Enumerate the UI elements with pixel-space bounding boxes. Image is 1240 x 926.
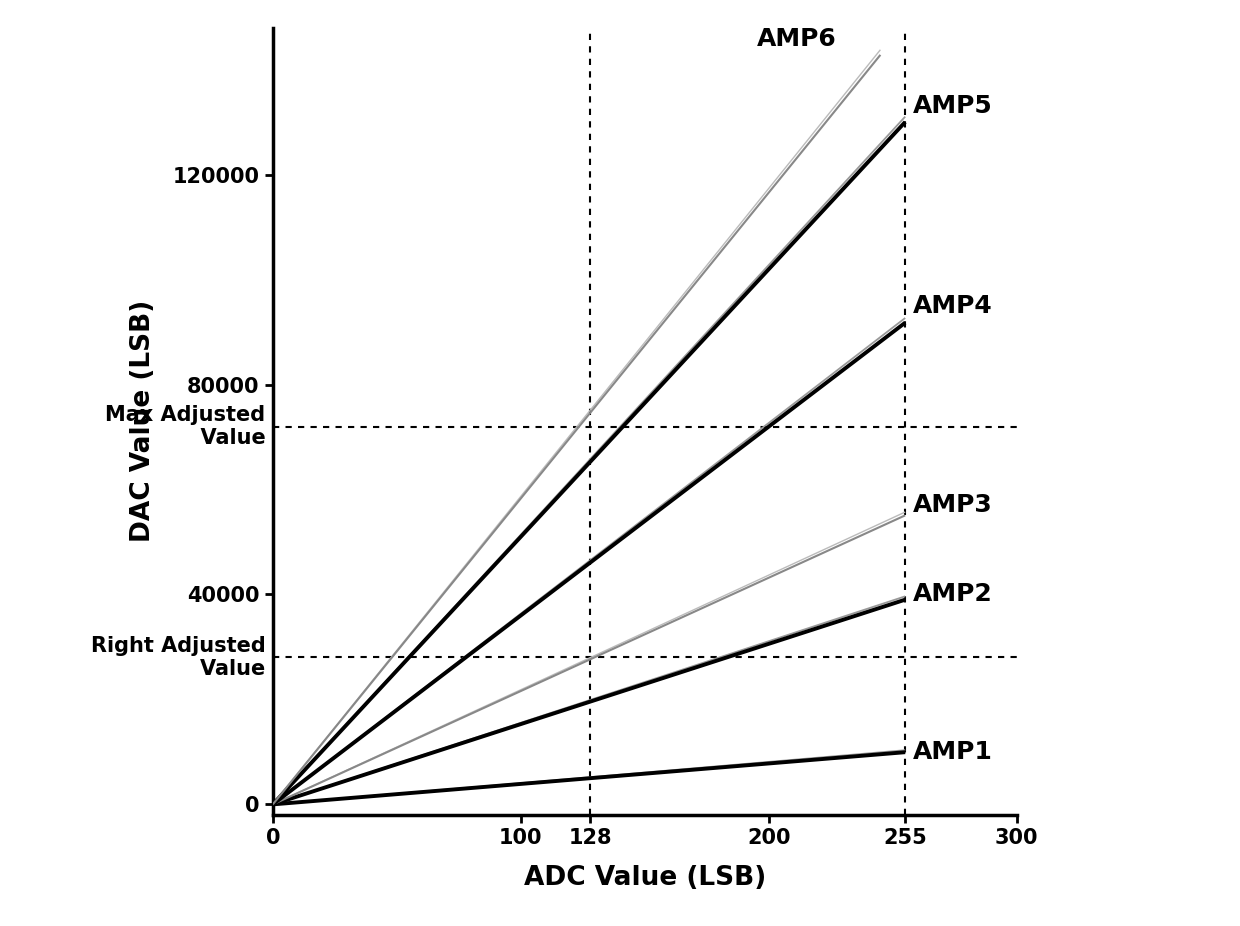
Text: AMP2: AMP2 [913,582,992,607]
Y-axis label: DAC Value (LSB): DAC Value (LSB) [130,300,156,543]
Text: AMP6: AMP6 [756,28,836,51]
Text: AMP4: AMP4 [913,294,992,318]
X-axis label: ADC Value (LSB): ADC Value (LSB) [523,865,766,891]
Text: AMP5: AMP5 [913,94,992,119]
Text: Right Adjusted
        Value: Right Adjusted Value [91,636,265,679]
Text: Max Adjusted
      Value: Max Adjusted Value [105,405,265,448]
Text: AMP1: AMP1 [913,740,992,764]
Text: AMP3: AMP3 [913,494,992,518]
